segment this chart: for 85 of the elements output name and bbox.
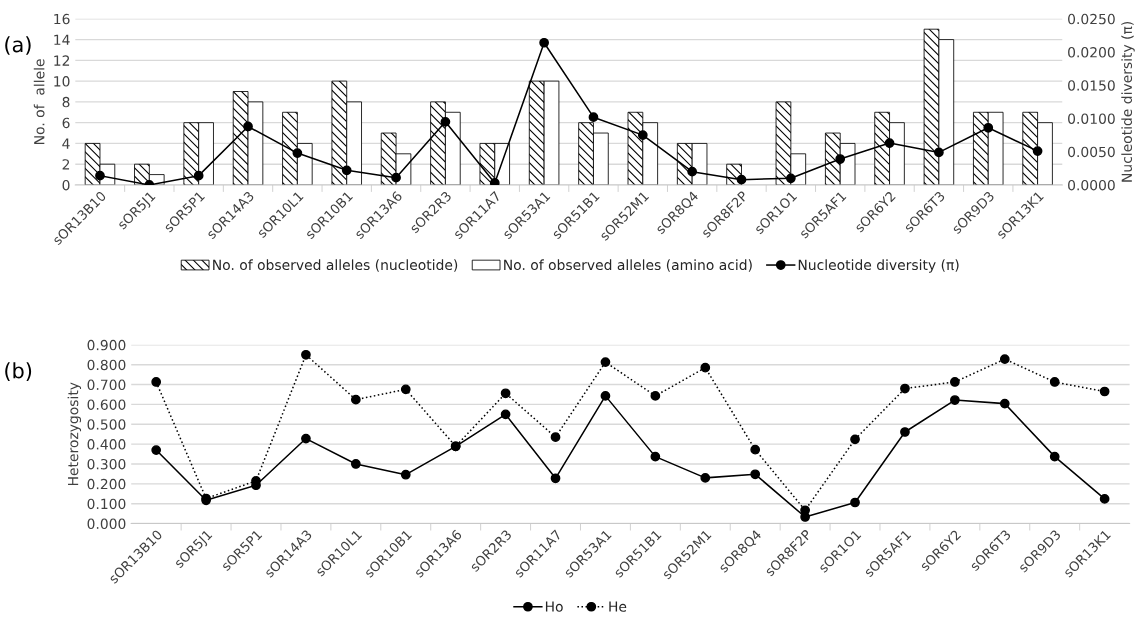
y2-tick-label: 0.0000 bbox=[1068, 179, 1115, 191]
y2-tick-label: 0.0100 bbox=[1068, 113, 1115, 124]
point bbox=[700, 362, 711, 373]
y2-axis-title: Nucleotide diversity (π) bbox=[1121, 21, 1135, 182]
point bbox=[884, 138, 895, 148]
point bbox=[1049, 451, 1060, 462]
point bbox=[243, 121, 253, 132]
point bbox=[400, 384, 411, 395]
y-tick-label: 0.500 bbox=[87, 419, 126, 430]
point bbox=[1032, 146, 1043, 156]
point bbox=[850, 497, 860, 508]
y-tick-label: 12 bbox=[54, 55, 70, 66]
y-tick-label: 0.200 bbox=[87, 478, 126, 490]
point bbox=[999, 398, 1010, 409]
point bbox=[950, 395, 960, 405]
point bbox=[900, 383, 910, 394]
y-tick-label: 16 bbox=[54, 13, 70, 25]
point bbox=[785, 173, 796, 184]
y2-tick-label: 0.0050 bbox=[1068, 146, 1115, 158]
point bbox=[983, 122, 994, 133]
y-tick-label: 0.400 bbox=[87, 439, 126, 450]
point bbox=[650, 451, 661, 462]
point bbox=[539, 37, 549, 48]
point bbox=[151, 377, 162, 387]
point bbox=[650, 391, 661, 401]
point bbox=[600, 391, 611, 401]
y-tick-label: 0 bbox=[62, 179, 70, 191]
y-axis-title: No. of allele bbox=[33, 59, 45, 144]
text: (a) bbox=[5, 36, 31, 55]
text: (b) bbox=[5, 362, 32, 381]
y-tick-label: 0.900 bbox=[87, 339, 126, 351]
point bbox=[637, 130, 648, 140]
y-tick-label: 0.600 bbox=[87, 399, 126, 410]
legend-label: He bbox=[609, 601, 627, 612]
point bbox=[95, 170, 105, 181]
point bbox=[193, 170, 204, 181]
point bbox=[350, 394, 361, 405]
point bbox=[736, 174, 747, 185]
point bbox=[600, 357, 611, 367]
y-tick-label: 10 bbox=[54, 76, 70, 87]
legend-label: No. of observed alleles (nucleotide) bbox=[213, 259, 458, 272]
point bbox=[1099, 386, 1110, 397]
point bbox=[1099, 494, 1110, 504]
y-tick-label: 0.100 bbox=[87, 498, 126, 510]
y2-tick-label: 0.0150 bbox=[1068, 80, 1115, 91]
point bbox=[301, 349, 311, 360]
point bbox=[500, 409, 511, 420]
point bbox=[500, 388, 511, 399]
y-tick-label: 0.700 bbox=[87, 379, 126, 391]
point bbox=[341, 165, 352, 176]
y-tick-label: 0.000 bbox=[87, 518, 126, 530]
y-tick-label: 0.300 bbox=[87, 458, 126, 470]
legend-label: Ho bbox=[545, 601, 563, 612]
point bbox=[950, 377, 960, 387]
point bbox=[550, 432, 561, 443]
y-tick-label: 2 bbox=[62, 159, 70, 170]
point bbox=[900, 427, 910, 437]
point bbox=[1049, 377, 1060, 387]
point bbox=[750, 469, 761, 480]
y2-tick-label: 0.0250 bbox=[1068, 13, 1115, 25]
point bbox=[350, 459, 361, 469]
legend-label: Nucleotide diversity (π) bbox=[798, 259, 959, 273]
y-tick-label: 4 bbox=[62, 138, 70, 149]
y-tick-label: 6 bbox=[62, 117, 70, 129]
point bbox=[934, 147, 944, 158]
legend-label: No. of observed alleles (amino acid) bbox=[504, 259, 752, 272]
point bbox=[588, 112, 599, 123]
point bbox=[999, 354, 1010, 365]
point bbox=[391, 172, 401, 183]
point bbox=[440, 116, 451, 127]
point bbox=[835, 154, 846, 164]
point bbox=[550, 473, 561, 484]
point bbox=[700, 473, 711, 483]
point bbox=[687, 166, 698, 177]
y2-tick-label: 0.0200 bbox=[1068, 47, 1115, 58]
y-tick-label: 8 bbox=[62, 96, 70, 108]
point bbox=[151, 445, 162, 455]
point bbox=[292, 148, 303, 158]
point bbox=[750, 444, 761, 455]
point bbox=[301, 433, 311, 444]
y-axis-title: Heterozygosity bbox=[67, 382, 82, 486]
y-tick-label: 14 bbox=[54, 34, 70, 45]
point bbox=[400, 469, 411, 480]
y-tick-label: 0.800 bbox=[87, 359, 126, 371]
point bbox=[850, 434, 860, 445]
